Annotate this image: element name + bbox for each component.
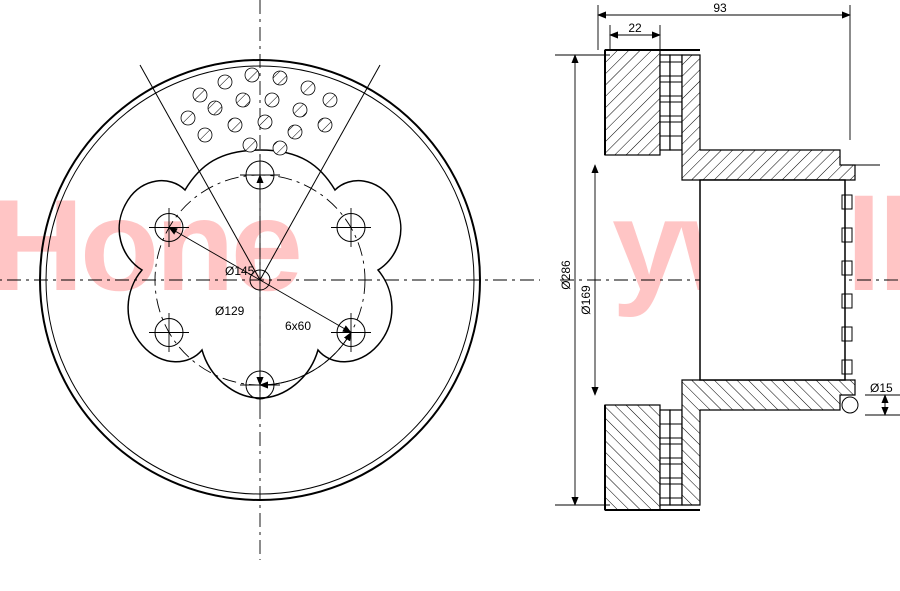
front-view: Ø145 Ø129 6x60: [0, 0, 540, 560]
dim-unknown: Ø129: [215, 304, 245, 318]
dim-bolt-circle: Ø145: [225, 264, 255, 278]
bolt-hole: [331, 208, 371, 247]
bolt-hole: [149, 313, 189, 352]
vent-holes: [181, 68, 337, 155]
dim-width-inner: 22: [628, 21, 642, 35]
drawing-canvas: Ø145 Ø129 6x60 93 22: [0, 0, 900, 591]
dim-outer-dia: Ø286: [559, 260, 573, 290]
dim-right-small: Ø15: [870, 381, 893, 395]
side-section-view: 93 22: [555, 1, 900, 510]
dim-inner-dia: Ø169: [579, 285, 593, 315]
section-top: [605, 50, 880, 180]
dim-bolt-deg: 6x60: [285, 319, 311, 333]
section-bottom: [605, 380, 855, 510]
dim-width-outer: 93: [713, 1, 727, 15]
